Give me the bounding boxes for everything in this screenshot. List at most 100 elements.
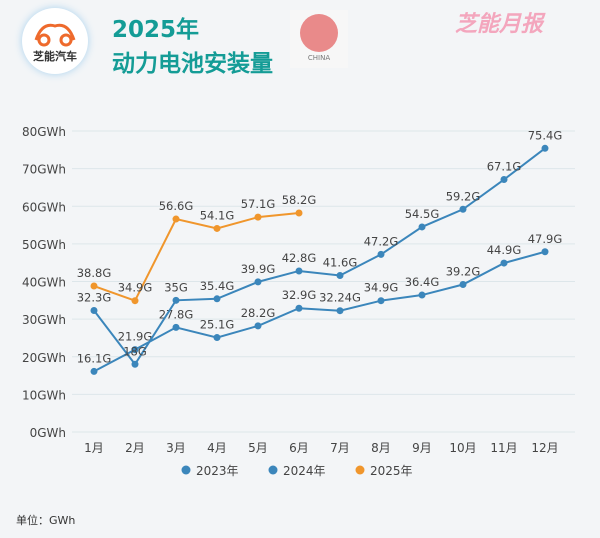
- data-point: [254, 213, 262, 221]
- legend-label: 2023年: [196, 464, 239, 478]
- data-point: [172, 215, 180, 223]
- data-point: [377, 250, 385, 258]
- data-label: 41.6G: [323, 255, 358, 269]
- data-point: [459, 281, 467, 289]
- data-point: [90, 367, 98, 375]
- x-tick-label: 9月: [412, 441, 432, 455]
- y-tick-label: 20GWh: [22, 351, 66, 365]
- x-tick-label: 5月: [248, 441, 268, 455]
- data-point: [418, 291, 426, 299]
- legend-marker: [268, 465, 278, 475]
- data-point: [459, 205, 467, 213]
- series-line-2024年: [93, 147, 546, 367]
- x-tick-label: 4月: [207, 441, 227, 455]
- brand-logo: 芝能汽车: [22, 8, 88, 74]
- logo-text: 芝能汽车: [33, 50, 77, 63]
- title-year: 2025年: [112, 17, 200, 43]
- x-tick-label: 11月: [490, 441, 517, 455]
- data-label: 47.9G: [528, 232, 563, 246]
- data-label: 54.5G: [405, 207, 440, 221]
- data-point: [336, 271, 344, 279]
- data-label: 54.1G: [200, 208, 235, 222]
- data-label: 34.9G: [118, 281, 153, 295]
- page-title: 动力电池安装量: [112, 51, 273, 77]
- y-tick-label: 60GWh: [22, 200, 66, 214]
- legend-label: 2024年: [283, 464, 326, 478]
- data-label: 67.1G: [487, 160, 522, 174]
- legend-label: 2025年: [370, 464, 413, 478]
- data-label: 44.9G: [487, 243, 522, 257]
- data-label: 21.9G: [118, 330, 153, 344]
- data-point: [172, 323, 180, 331]
- data-point: [254, 278, 262, 286]
- data-point: [500, 176, 508, 184]
- data-label: 39.2G: [446, 265, 481, 279]
- y-tick-label: 40GWh: [22, 276, 66, 290]
- x-tick-label: 6月: [289, 441, 309, 455]
- data-point: [131, 346, 139, 354]
- x-tick-label: 3月: [166, 441, 186, 455]
- y-tick-label: 30GWh: [22, 313, 66, 327]
- legend-marker: [355, 465, 365, 475]
- data-point: [213, 334, 221, 342]
- data-point: [90, 306, 98, 314]
- y-tick-label: 70GWh: [22, 163, 66, 177]
- data-point: [418, 223, 426, 231]
- data-point: [131, 360, 139, 368]
- data-label: 34.9G: [364, 281, 399, 295]
- series-line-2023年: [93, 250, 546, 373]
- x-tick-label: 8月: [371, 441, 391, 455]
- legend-marker: [181, 465, 191, 475]
- data-label: 28.2G: [241, 306, 276, 320]
- data-point: [541, 144, 549, 152]
- data-point: [131, 297, 139, 305]
- data-label: 35.4G: [200, 279, 235, 293]
- car-logo-icon: [34, 23, 76, 47]
- x-tick-label: 12月: [531, 441, 558, 455]
- data-point: [500, 259, 508, 267]
- data-label: 32.9G: [282, 288, 317, 302]
- y-tick-label: 80GWh: [22, 125, 66, 139]
- data-label: 56.6G: [159, 199, 194, 213]
- data-label: 58.2G: [282, 193, 317, 207]
- data-label: 39.9G: [241, 262, 276, 276]
- data-point: [295, 304, 303, 312]
- data-label: 25.1G: [200, 318, 235, 332]
- y-tick-label: 10GWh: [22, 388, 66, 402]
- data-label: 38.8G: [77, 266, 112, 280]
- data-label: 57.1G: [241, 197, 276, 211]
- data-point: [336, 307, 344, 315]
- data-label: 35G: [164, 280, 188, 294]
- data-point: [90, 282, 98, 290]
- data-label: 36.4G: [405, 275, 440, 289]
- unit-label: 单位：GWh: [16, 514, 76, 527]
- data-label: 42.8G: [282, 251, 317, 265]
- flag-label: CHINA: [307, 54, 331, 62]
- data-label: 32.3G: [77, 290, 112, 304]
- data-label: 75.4G: [528, 128, 563, 142]
- data-point: [213, 224, 221, 232]
- data-label: 18G: [123, 344, 147, 358]
- x-tick-label: 2月: [125, 441, 145, 455]
- data-label: 59.2G: [446, 189, 481, 203]
- data-point: [172, 296, 180, 304]
- x-tick-label: 10月: [449, 441, 476, 455]
- data-label: 32.24G: [319, 291, 361, 305]
- data-point: [254, 322, 262, 330]
- china-flag: CHINA: [290, 10, 348, 68]
- watermark: 芝能月报: [455, 12, 544, 37]
- data-point: [377, 297, 385, 305]
- flag-icon: [300, 14, 338, 52]
- data-label: 16.1G: [77, 351, 112, 365]
- data-point: [295, 209, 303, 217]
- data-label: 27.8G: [159, 307, 194, 321]
- y-tick-label: 50GWh: [22, 238, 66, 252]
- series-line-2025年: [93, 212, 300, 302]
- data-point: [213, 295, 221, 303]
- y-tick-label: 0GWh: [30, 426, 66, 440]
- data-point: [295, 267, 303, 275]
- data-point: [541, 248, 549, 256]
- data-label: 47.2G: [364, 234, 399, 248]
